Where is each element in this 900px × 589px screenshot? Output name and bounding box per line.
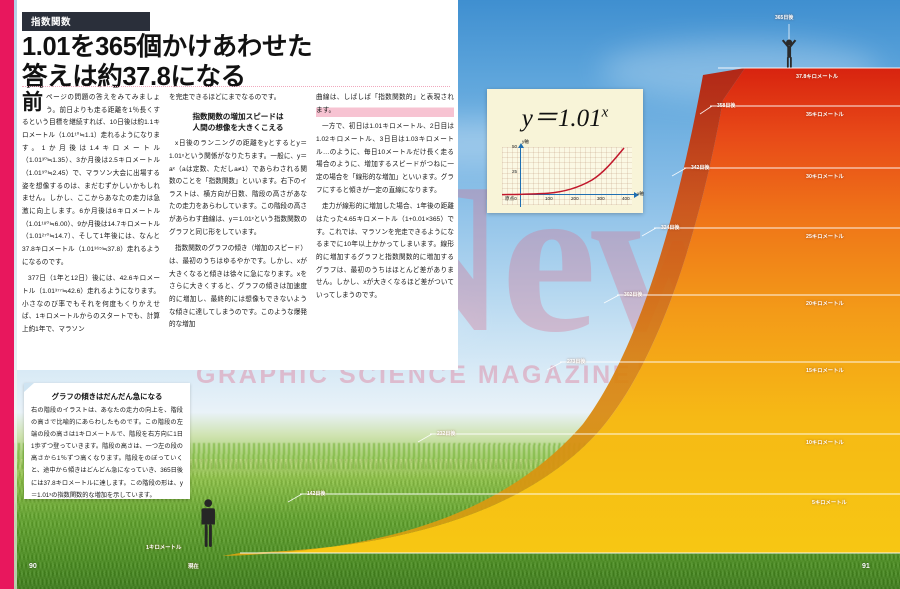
plot-x-axis-label: x軸: [637, 191, 644, 196]
plot-x-axis: [502, 190, 639, 200]
day-label-324: 324日後: [661, 225, 680, 231]
spine-highlight: [14, 0, 17, 589]
spine-bar: [0, 0, 14, 589]
body-column-2: を完走できるほどにまでなるのです。 指数関数の増加スピードは 人間の想像を大きく…: [169, 92, 307, 360]
step-label-25km: 25キロメートル: [806, 234, 844, 240]
formula-inset-panel: y＝1.01x y軸 x軸 50 25 原点0 100 200 300 400: [487, 89, 644, 213]
plot-x-tick-400: 400: [622, 196, 630, 201]
column1-paragraph-1: 前ページの問題の答えをみてみましょう。前日よりも走る距離を1％長くするという目標…: [22, 92, 160, 269]
drop-cap: 前: [22, 91, 43, 114]
day-label-232: 232日後: [437, 431, 456, 437]
day-label-302: 302日後: [624, 292, 643, 298]
article-text-panel: 指数関数 1.01を365個かけあわせた 答えは約37.8になる 前ページの問題…: [17, 0, 458, 370]
column3-paragraph-2: 一方で、初日は1.01キロメートル、2日目は1.02キロメートル、3日目は1.0…: [316, 123, 454, 194]
headline-divider: [22, 86, 450, 87]
caption-body: 右の階段のイラストは、あなたの走力の向上を、階段の高さで比喩的にあらわしたもので…: [31, 407, 183, 499]
category-tag-label: 指数関数: [31, 17, 72, 28]
plot-x-tick-200: 200: [571, 196, 579, 201]
column1-p1-text: ページの問題の答えをみてみましょう。前日よりも走る距離を1％長くするという目標を…: [22, 94, 160, 266]
plot-y-tick-50: 50: [512, 144, 518, 149]
step-label-5km: 5キロメートル: [812, 500, 847, 506]
day-label-365: 365日後: [775, 15, 794, 21]
staircase-front-face: [240, 68, 900, 553]
body-column-1: 前ページの問題の答えをみてみましょう。前日よりも走る距離を1％長くするという目標…: [22, 92, 160, 360]
day-label-142: 142日後: [307, 491, 326, 497]
plot-x-tick-300: 300: [597, 196, 605, 201]
summit-runner-figure: [781, 39, 797, 68]
step-label-15km: 15キロメートル: [806, 368, 844, 374]
step-label-20km: 20キロメートル: [806, 301, 844, 307]
body-columns: 前ページの問題の答えをみてみましょう。前日よりも走る距離を1％長くするという目標…: [22, 92, 454, 360]
headline-line-2: 答えは約37.8になる: [22, 62, 246, 91]
column3-paragraph-3: 走力が線形的に増加した場合、1年後の距離はたった4.65キロメートル（1+0.0…: [316, 203, 454, 299]
caption-title: グラフの傾きはだんだん急になる: [51, 392, 163, 401]
day-label-273: 273日後: [567, 359, 586, 365]
plot-origin-label: 原点0: [505, 196, 517, 201]
plot-x-tick-100: 100: [545, 196, 553, 201]
step-label-top-distance: 37.8キロメートル: [796, 74, 839, 80]
start-runner-figure: [201, 499, 215, 547]
equation-display: y＝1.01x: [487, 98, 643, 134]
column1-paragraph-2: 377日（1年と12日）後には、42.6キロメートル（1.01³⁷⁷≒42.6）…: [22, 275, 160, 333]
start-now-label: 現在: [188, 564, 199, 570]
column3-paragraph-1: 曲線は、しばしば「指数関数的」と表現されます。: [316, 92, 454, 118]
page-number-right: 91: [862, 563, 870, 570]
page-title: 1.01を365個かけあわせた 答えは約37.8になる: [22, 33, 452, 92]
body-column-3: 曲線は、しばしば「指数関数的」と表現されます。 一方で、初日は1.01キロメート…: [316, 92, 454, 360]
exponential-curve: [502, 147, 625, 196]
category-tag-bar: 指数関数: [22, 12, 150, 31]
caption-panel: グラフの傾きはだんだん急になる 右の階段のイラストは、あなたの走力の向上を、階段…: [24, 383, 190, 499]
plot-y-tick-25: 25: [512, 169, 518, 174]
day-label-342: 342日後: [691, 165, 710, 171]
headline-line-1: 1.01を365個かけあわせた: [22, 33, 313, 61]
day-label-358: 358日後: [717, 103, 736, 109]
column2-paragraph-2: x日後のランニングの距離をyとするとy＝1.01ˣという関係がなりたちます。一般…: [169, 140, 307, 236]
step-label-30km: 30キロメートル: [806, 174, 844, 180]
column2-paragraph-3: 指数関数のグラフの傾き（増加のスピード）は、最初のうちはゆるやかです。しかし、x…: [169, 245, 307, 329]
start-distance-label: 1キロメートル: [146, 545, 182, 551]
subheading-line-1: 指数関数の増加スピードは: [192, 111, 284, 121]
plot-y-axis: [516, 143, 526, 207]
plot-y-axis-label: y軸: [522, 139, 529, 144]
column2-paragraph-1: を完走できるほどにまでなるのです。: [169, 94, 281, 101]
step-label-35km: 35キロメートル: [806, 112, 844, 118]
step-label-10km: 10キロメートル: [806, 440, 844, 446]
page-number-left: 90: [29, 563, 37, 570]
subheading-line-2: 人間の想像を大きくこえる: [192, 123, 284, 133]
equation-base: y＝1.01: [521, 105, 602, 132]
equation-exponent: x: [601, 104, 609, 121]
